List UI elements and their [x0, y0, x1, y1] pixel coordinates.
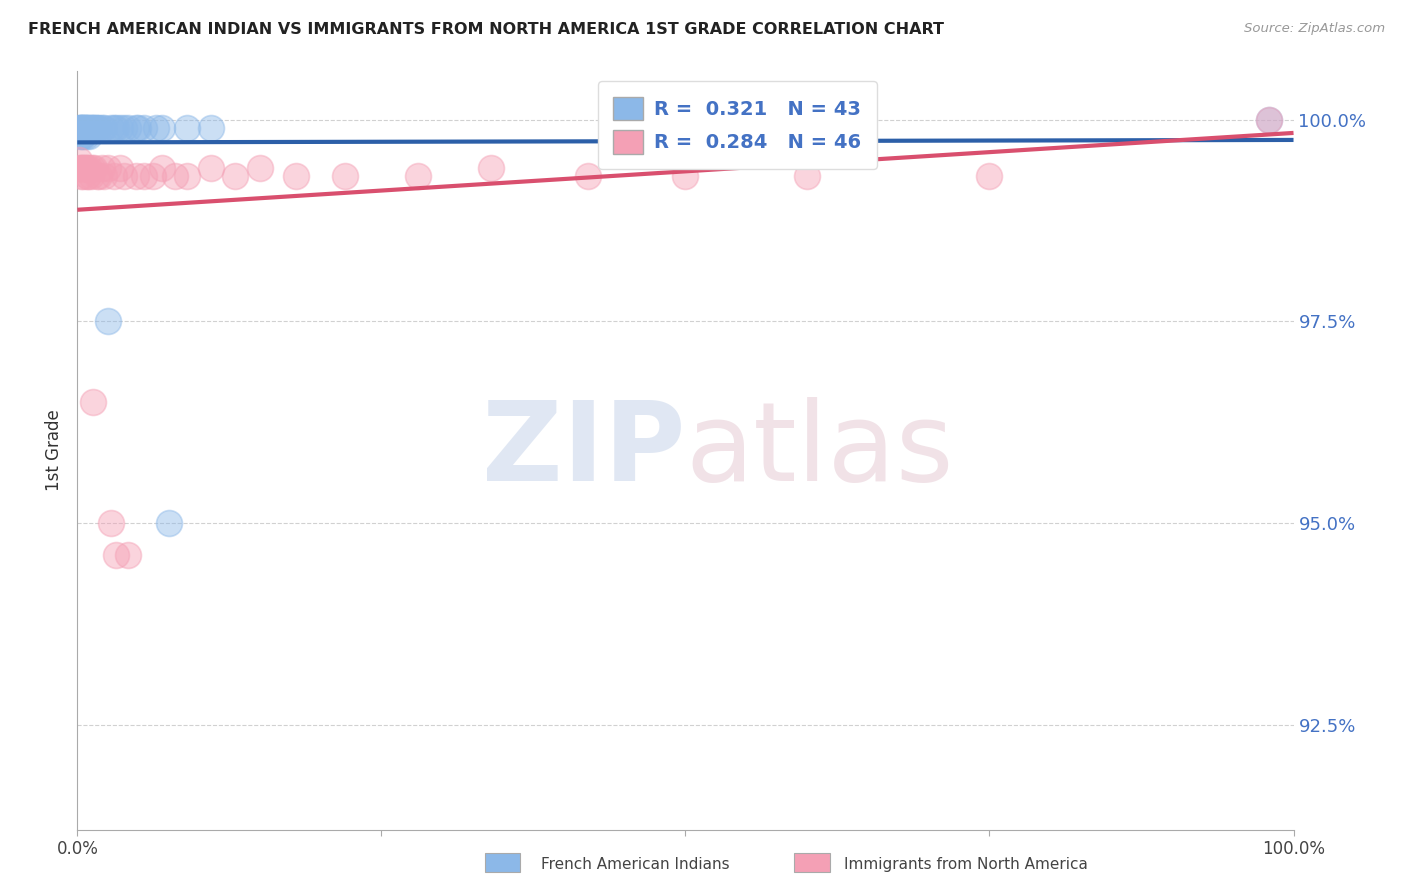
Point [117, 120, 139, 135]
Point [75, 128, 97, 143]
Point [79, 128, 101, 143]
Point [176, 169, 198, 184]
Point [157, 516, 180, 530]
Point [93, 120, 115, 135]
Point [108, 120, 131, 135]
Point [70, 120, 93, 135]
Point [86, 120, 108, 135]
Point [103, 120, 125, 135]
Point [97, 314, 120, 328]
Point [285, 169, 308, 184]
Point [73, 161, 96, 176]
Point [70, 120, 93, 135]
Point [125, 169, 148, 184]
Point [86, 169, 108, 184]
Point [79, 120, 101, 135]
Point [76, 169, 98, 184]
Point [67, 153, 90, 167]
Point [97, 161, 120, 176]
Point [76, 120, 98, 135]
Point [72, 169, 94, 184]
Point [69, 161, 91, 176]
Point [70, 169, 93, 184]
Point [67, 120, 90, 135]
Point [80, 120, 103, 135]
Point [200, 161, 222, 176]
Point [80, 161, 103, 176]
Point [224, 169, 246, 184]
Point [142, 169, 165, 184]
Point [1258, 112, 1281, 127]
Point [134, 169, 156, 184]
Point [90, 161, 112, 176]
Point [93, 169, 115, 184]
Point [70, 161, 93, 176]
Point [83, 161, 105, 176]
Point [89, 169, 111, 184]
Point [100, 516, 122, 530]
Text: Immigrants from North America: Immigrants from North America [844, 857, 1087, 872]
Point [77, 120, 100, 135]
Point [127, 120, 149, 135]
Point [89, 120, 111, 135]
Point [105, 120, 128, 135]
Point [979, 169, 1001, 184]
Point [100, 120, 122, 135]
Point [73, 120, 96, 135]
Point [90, 120, 112, 135]
Point [796, 169, 818, 184]
Text: atlas: atlas [686, 397, 953, 504]
Text: ZIP: ZIP [482, 397, 686, 504]
Point [125, 120, 148, 135]
Point [82, 395, 104, 409]
Point [134, 120, 156, 135]
Text: FRENCH AMERICAN INDIAN VS IMMIGRANTS FROM NORTH AMERICA 1ST GRADE CORRELATION CH: FRENCH AMERICAN INDIAN VS IMMIGRANTS FRO… [28, 22, 943, 37]
Point [145, 120, 167, 135]
Point [73, 120, 96, 135]
Point [69, 128, 91, 143]
Point [70, 161, 93, 176]
Point [200, 120, 222, 135]
Legend: R =  0.321   N = 43, R =  0.284   N = 46: R = 0.321 N = 43, R = 0.284 N = 46 [598, 81, 877, 169]
Point [70, 128, 93, 143]
Point [69, 120, 91, 135]
Text: French American Indians: French American Indians [541, 857, 730, 872]
Text: Source: ZipAtlas.com: Source: ZipAtlas.com [1244, 22, 1385, 36]
Point [80, 169, 103, 184]
Point [112, 169, 135, 184]
Point [70, 120, 93, 135]
Point [576, 169, 599, 184]
Point [108, 161, 131, 176]
Point [1258, 112, 1281, 127]
Point [675, 169, 697, 184]
Point [152, 120, 174, 135]
Point [333, 169, 356, 184]
Point [117, 549, 139, 563]
Point [105, 549, 128, 563]
Point [72, 128, 94, 143]
Point [79, 161, 101, 176]
Point [72, 120, 94, 135]
Point [152, 161, 174, 176]
Point [176, 120, 198, 135]
Point [82, 120, 104, 135]
Y-axis label: 1st Grade: 1st Grade [45, 409, 63, 491]
Point [103, 169, 125, 184]
Point [84, 120, 107, 135]
Point [163, 169, 186, 184]
Point [249, 161, 271, 176]
Point [75, 120, 97, 135]
Point [72, 161, 94, 176]
Point [80, 120, 103, 135]
Point [479, 161, 502, 176]
Point [76, 161, 98, 176]
Point [406, 169, 429, 184]
Point [75, 161, 97, 176]
Point [77, 169, 100, 184]
Point [83, 120, 105, 135]
Point [112, 120, 135, 135]
Point [72, 120, 94, 135]
